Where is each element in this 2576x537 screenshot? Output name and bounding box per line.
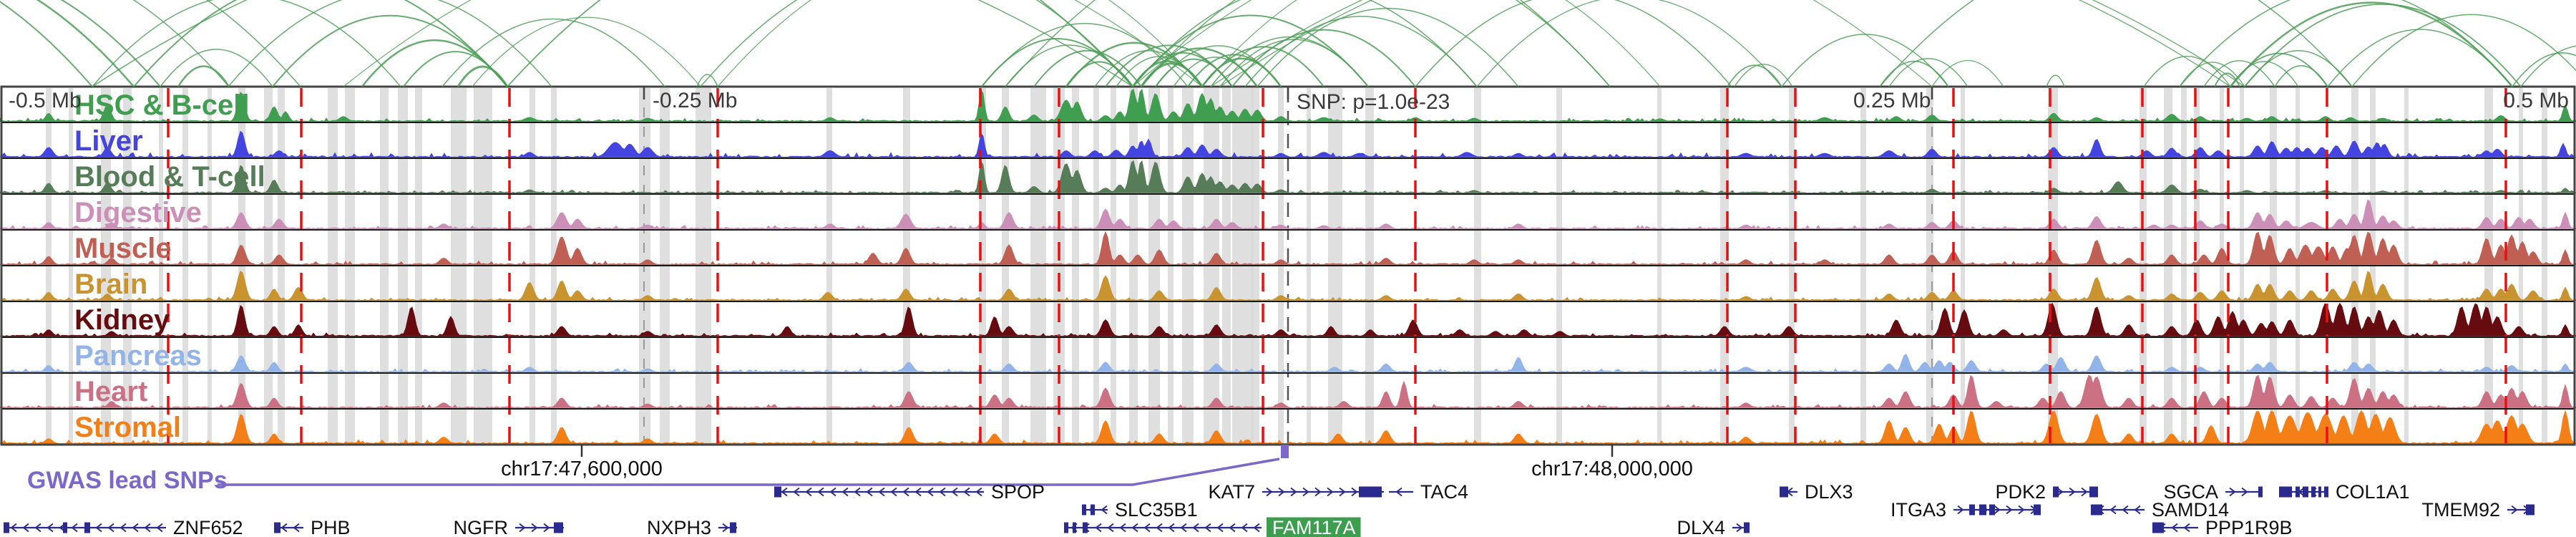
- svg-text:SLC35B1: SLC35B1: [1115, 499, 1198, 521]
- track-signal-heart: [0, 374, 2576, 408]
- gwas-snp-marker: [1281, 445, 1289, 458]
- gwas-callout-line: [218, 458, 1280, 486]
- track-label-brain: Brain: [74, 268, 148, 300]
- gene-samd14: SAMD14: [2091, 499, 2229, 521]
- gene-znf652: ZNF652: [4, 517, 243, 537]
- svg-text:TMEM92: TMEM92: [2421, 499, 2500, 521]
- track-label-liver: Liver: [74, 125, 143, 157]
- gene-slc35b1: SLC35B1: [1082, 499, 1198, 521]
- coordinate-label-48000000: chr17:48,000,000: [1531, 458, 1693, 480]
- gene-col1a1: COL1A1: [2279, 481, 2410, 503]
- svg-text:PDK2: PDK2: [1995, 481, 2046, 503]
- track-label-stromal: Stromal: [74, 412, 181, 443]
- svg-text:ITGA3: ITGA3: [1890, 499, 1946, 521]
- track-signal-pancreas: [0, 354, 2576, 373]
- svg-text:SPOP: SPOP: [991, 481, 1045, 503]
- snp-pvalue-annotation: SNP: p=1.0e-23: [1297, 90, 1450, 114]
- gene-dlx3: DLX3: [1780, 481, 1853, 503]
- track-label-heart: Heart: [74, 376, 148, 407]
- coordinate-label-47600000: chr17:47,600,000: [501, 458, 663, 480]
- track-label-pancreas: Pancreas: [74, 340, 202, 372]
- gene-ngfr: NGFR: [454, 517, 564, 537]
- gene-pdk2: PDK2: [1995, 481, 2098, 503]
- svg-text:ZNF652: ZNF652: [173, 517, 243, 537]
- gene-kat7: KAT7: [1208, 481, 1384, 503]
- gene-tac4: TAC4: [1389, 481, 1468, 503]
- gene-ppp1r9b: PPP1R9B: [2152, 517, 2293, 537]
- svg-text:DLX4: DLX4: [1677, 517, 1725, 537]
- scale-label-plus-05mb: 0.5 Mb: [2503, 89, 2569, 112]
- track-signal-hsc-b-cell: [0, 88, 2576, 122]
- svg-text:KAT7: KAT7: [1208, 481, 1255, 503]
- signal-tracks: [0, 88, 2576, 445]
- svg-text:FAM117A: FAM117A: [1272, 517, 1356, 537]
- coordinate-ticks: [580, 445, 1614, 457]
- track-label-digestive: Digestive: [74, 197, 202, 228]
- gene-spop: SPOP: [774, 481, 1045, 503]
- gene-itga3: ITGA3: [1890, 499, 2041, 521]
- track-label-muscle: Muscle: [74, 233, 172, 264]
- track-signal-digestive: [0, 199, 2576, 229]
- gene-phb: PHB: [274, 517, 351, 537]
- track-signal-muscle: [0, 231, 2576, 266]
- track-signal-blood-t-cell: [0, 160, 2576, 193]
- scale-label-plus-025mb: 0.25 Mb: [1853, 89, 1931, 112]
- gene-dlx4: DLX4: [1677, 517, 1750, 537]
- track-label-hsc-b-cell: HSC & B-cell: [74, 90, 250, 121]
- gene-tmem92: TMEM92: [2421, 499, 2534, 521]
- svg-text:COL1A1: COL1A1: [2336, 481, 2410, 503]
- svg-text:SAMD14: SAMD14: [2152, 499, 2229, 521]
- svg-text:TAC4: TAC4: [1420, 481, 1468, 503]
- interaction-arcs: [0, 0, 2576, 87]
- track-signal-brain: [0, 271, 2576, 301]
- gwas-lead-snps-label: GWAS lead SNPs: [27, 467, 228, 494]
- svg-text:SGCA: SGCA: [2163, 481, 2218, 503]
- scale-label-minus-025mb: -0.25 Mb: [653, 89, 738, 112]
- gene-nxph3: NXPH3: [647, 517, 737, 537]
- track-label-blood-t-cell: Blood & T-cell: [74, 161, 265, 193]
- svg-text:PHB: PHB: [311, 517, 351, 537]
- svg-text:NGFR: NGFR: [454, 517, 509, 537]
- track-signal-liver: [0, 130, 2576, 158]
- svg-text:DLX3: DLX3: [1805, 481, 1853, 503]
- scale-label-minus-05mb: -0.5 Mb: [9, 89, 82, 112]
- track-label-kidney: Kidney: [74, 304, 170, 336]
- gene-sgca: SGCA: [2163, 481, 2263, 503]
- svg-text:PPP1R9B: PPP1R9B: [2205, 517, 2293, 537]
- gene-annotations: SPOP KAT7 TAC4 DLX3 PDK2 SGCA COL1A1 SLC35B1 ITG…: [4, 481, 2534, 537]
- gene-fam117a: FAM117A: [1064, 517, 1361, 537]
- track-frame: [0, 85, 2576, 446]
- track-signal-kidney: [0, 302, 2576, 337]
- track-signal-stromal: [0, 410, 2576, 445]
- svg-text:NXPH3: NXPH3: [647, 517, 711, 537]
